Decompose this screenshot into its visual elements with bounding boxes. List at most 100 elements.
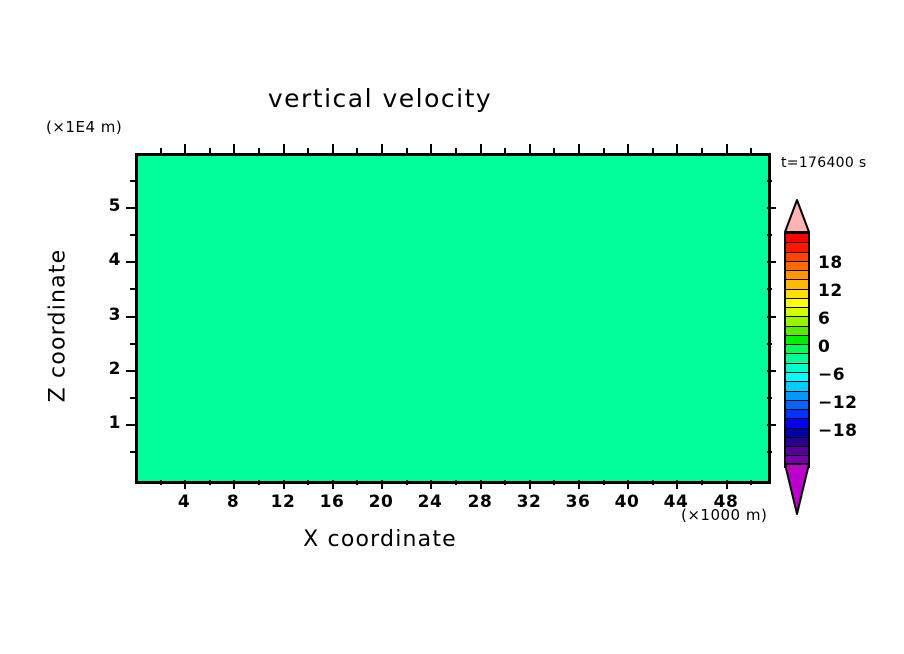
axis-tick <box>529 144 531 153</box>
axis-tick <box>430 480 432 489</box>
colorbar <box>784 232 810 468</box>
colorbar-arrow-top <box>784 199 810 233</box>
colorbar-swatch <box>786 372 808 383</box>
axis-tick <box>184 144 186 153</box>
axis-tick <box>455 148 457 153</box>
axis-tick <box>726 144 728 153</box>
axis-tick <box>480 144 482 153</box>
axis-tick <box>126 207 135 209</box>
axis-tick <box>209 480 211 485</box>
colorbar-tick-label: 6 <box>818 309 831 330</box>
axis-tick <box>381 144 383 153</box>
axis-tick <box>553 480 555 485</box>
colorbar-swatch <box>786 261 808 272</box>
axis-tick <box>130 234 135 236</box>
axis-tick <box>283 144 285 153</box>
axis-tick <box>750 148 752 153</box>
axis-tick-label: 16 <box>319 492 345 512</box>
axis-tick <box>307 148 309 153</box>
axis-tick <box>381 480 383 489</box>
axis-tick <box>767 288 772 290</box>
axis-tick <box>767 397 772 399</box>
axis-tick-label: 4 <box>177 492 191 512</box>
axis-tick <box>529 480 531 489</box>
axis-tick <box>480 480 482 489</box>
y-axis-unit-label: (×1E4 m) <box>46 118 123 136</box>
axis-tick <box>578 480 580 489</box>
axis-tick <box>603 148 605 153</box>
colorbar-swatch <box>786 363 808 373</box>
axis-tick <box>767 316 776 318</box>
axis-tick <box>701 480 703 485</box>
axis-tick <box>701 148 703 153</box>
axis-tick <box>578 144 580 153</box>
axis-tick <box>676 480 678 489</box>
colorbar-swatch <box>786 234 808 244</box>
colorbar-tick-label: 12 <box>818 281 843 302</box>
axis-tick <box>126 316 135 318</box>
colorbar-swatch <box>786 456 808 466</box>
axis-tick <box>258 480 260 485</box>
axis-tick-label: 12 <box>270 492 296 512</box>
axis-tick <box>767 451 772 453</box>
axis-tick <box>767 424 776 426</box>
axis-tick-label: 5 <box>108 196 121 216</box>
axis-tick <box>430 144 432 153</box>
axis-tick <box>553 148 555 153</box>
axis-tick <box>726 480 728 489</box>
colorbar-swatch <box>786 252 808 262</box>
colorbar-swatch <box>786 345 808 355</box>
colorbar-tick-label: −18 <box>818 420 858 441</box>
axis-tick <box>504 480 506 485</box>
axis-tick <box>455 480 457 485</box>
axis-tick <box>130 343 135 345</box>
axis-tick <box>676 144 678 153</box>
axis-tick <box>184 480 186 489</box>
x-axis-title: X coordinate <box>303 527 457 552</box>
axis-tick <box>750 480 752 485</box>
colorbar-swatch <box>786 382 808 392</box>
colorbar-swatch <box>786 326 808 336</box>
colorbar-swatch <box>786 410 808 420</box>
axis-tick <box>209 148 211 153</box>
colorbar-tick-label: 0 <box>818 337 831 357</box>
page-title: vertical velocity <box>267 84 493 113</box>
axis-tick <box>627 480 629 489</box>
axis-tick <box>126 424 135 426</box>
axis-tick <box>130 180 135 182</box>
axis-tick <box>130 288 135 290</box>
axis-tick <box>283 480 285 489</box>
colorbar-arrow-bottom <box>784 463 810 515</box>
colorbar-swatch <box>786 447 808 457</box>
colorbar-swatch <box>786 271 808 281</box>
colorbar-swatch <box>786 419 808 429</box>
axis-tick <box>130 451 135 453</box>
axis-tick-label: 40 <box>614 492 640 512</box>
axis-tick-label: 8 <box>226 492 240 512</box>
colorbar-swatch <box>786 243 808 253</box>
axis-tick-label: 20 <box>368 492 394 512</box>
axis-tick-label: 3 <box>108 305 121 325</box>
axis-tick <box>233 144 235 153</box>
axis-tick-label: 48 <box>713 492 739 512</box>
axis-tick <box>767 261 776 263</box>
axis-tick-label: 36 <box>565 492 591 512</box>
colorbar-swatch <box>786 298 808 309</box>
time-annotation: t=176400 s <box>781 155 867 171</box>
colorbar-swatch <box>786 317 808 327</box>
axis-tick <box>767 234 772 236</box>
axis-tick <box>332 480 334 489</box>
axis-tick <box>233 480 235 489</box>
colorbar-swatch <box>786 437 808 448</box>
axis-tick <box>126 261 135 263</box>
colorbar-tick-label: 18 <box>818 253 843 274</box>
axis-tick <box>652 148 654 153</box>
colorbar-swatch <box>786 354 808 364</box>
axis-tick <box>332 144 334 153</box>
axis-tick <box>126 370 135 372</box>
axis-tick <box>258 148 260 153</box>
axis-tick <box>356 480 358 485</box>
axis-tick-label: 44 <box>663 492 689 512</box>
axis-tick <box>627 144 629 153</box>
